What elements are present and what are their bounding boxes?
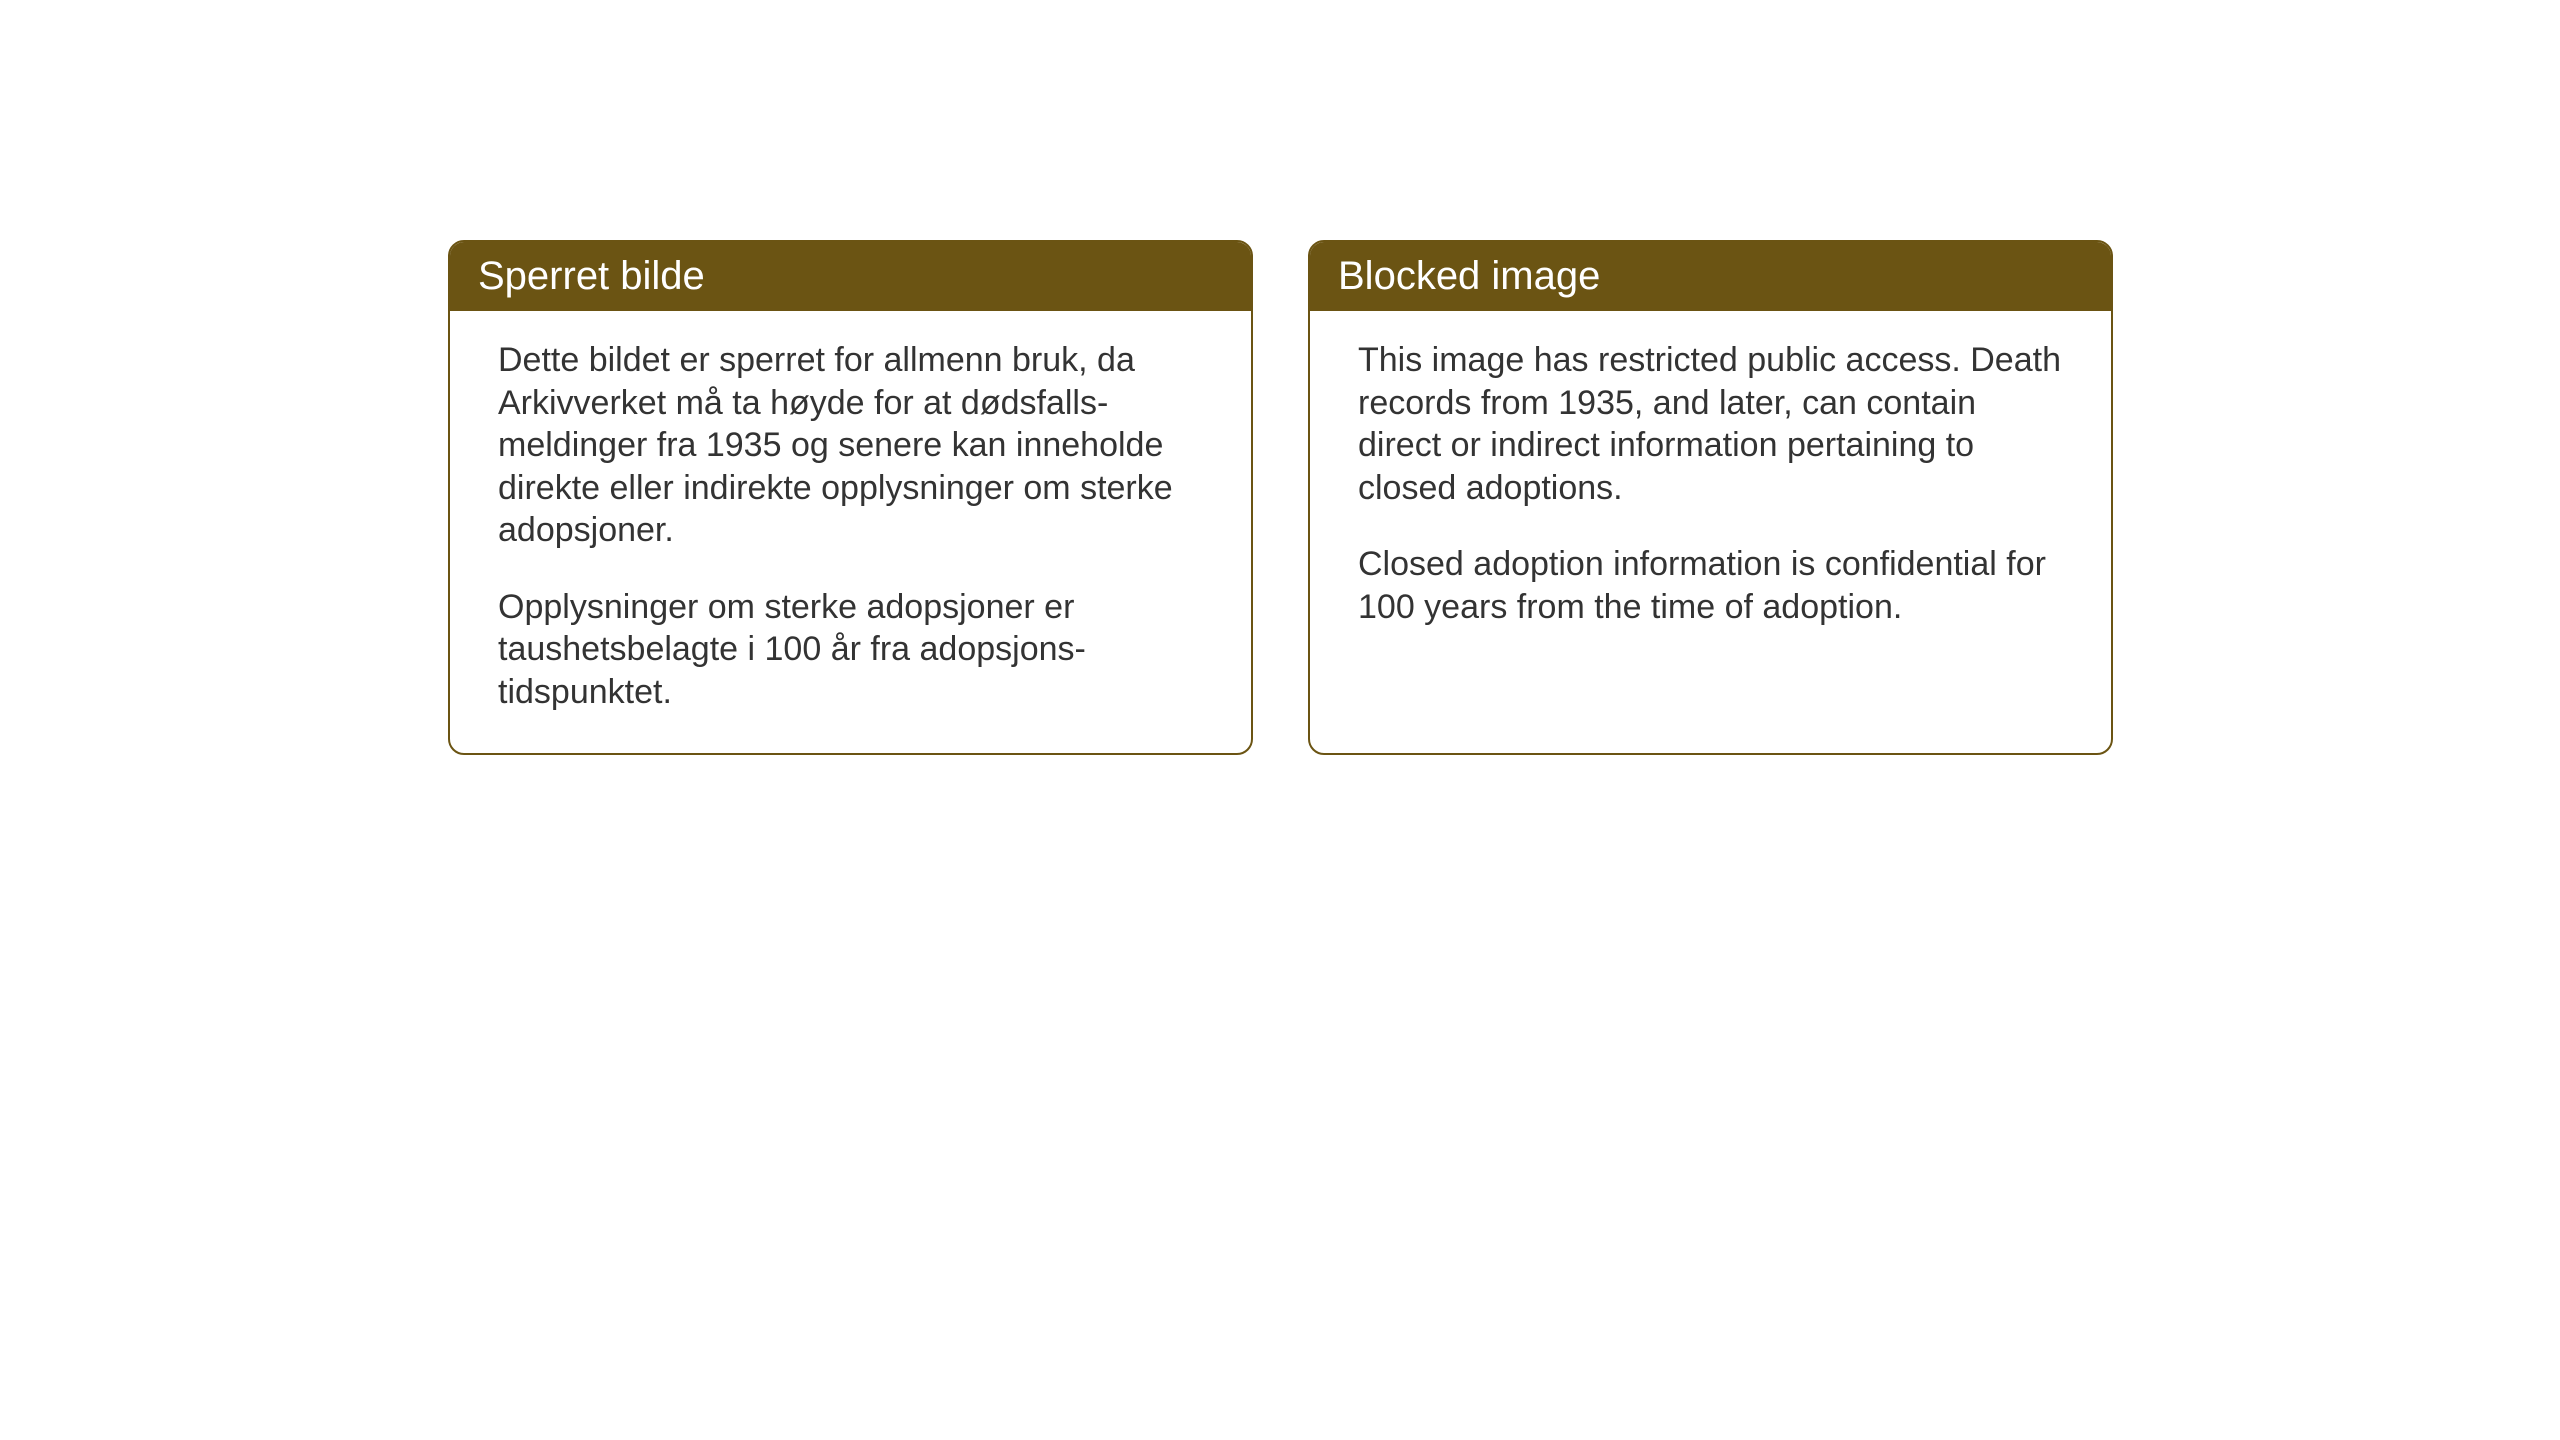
card-norwegian-body: Dette bildet er sperret for allmenn bruk…	[450, 311, 1251, 753]
card-english-paragraph-1: This image has restricted public access.…	[1358, 339, 2063, 509]
card-norwegian-paragraph-2: Opplysninger om sterke adopsjoner er tau…	[498, 586, 1203, 714]
card-english-header: Blocked image	[1310, 242, 2111, 311]
card-english: Blocked image This image has restricted …	[1308, 240, 2113, 755]
cards-container: Sperret bilde Dette bildet er sperret fo…	[448, 240, 2113, 755]
card-english-body: This image has restricted public access.…	[1310, 311, 2111, 668]
card-norwegian-paragraph-1: Dette bildet er sperret for allmenn bruk…	[498, 339, 1203, 552]
card-norwegian-header: Sperret bilde	[450, 242, 1251, 311]
card-norwegian: Sperret bilde Dette bildet er sperret fo…	[448, 240, 1253, 755]
card-english-paragraph-2: Closed adoption information is confident…	[1358, 543, 2063, 628]
